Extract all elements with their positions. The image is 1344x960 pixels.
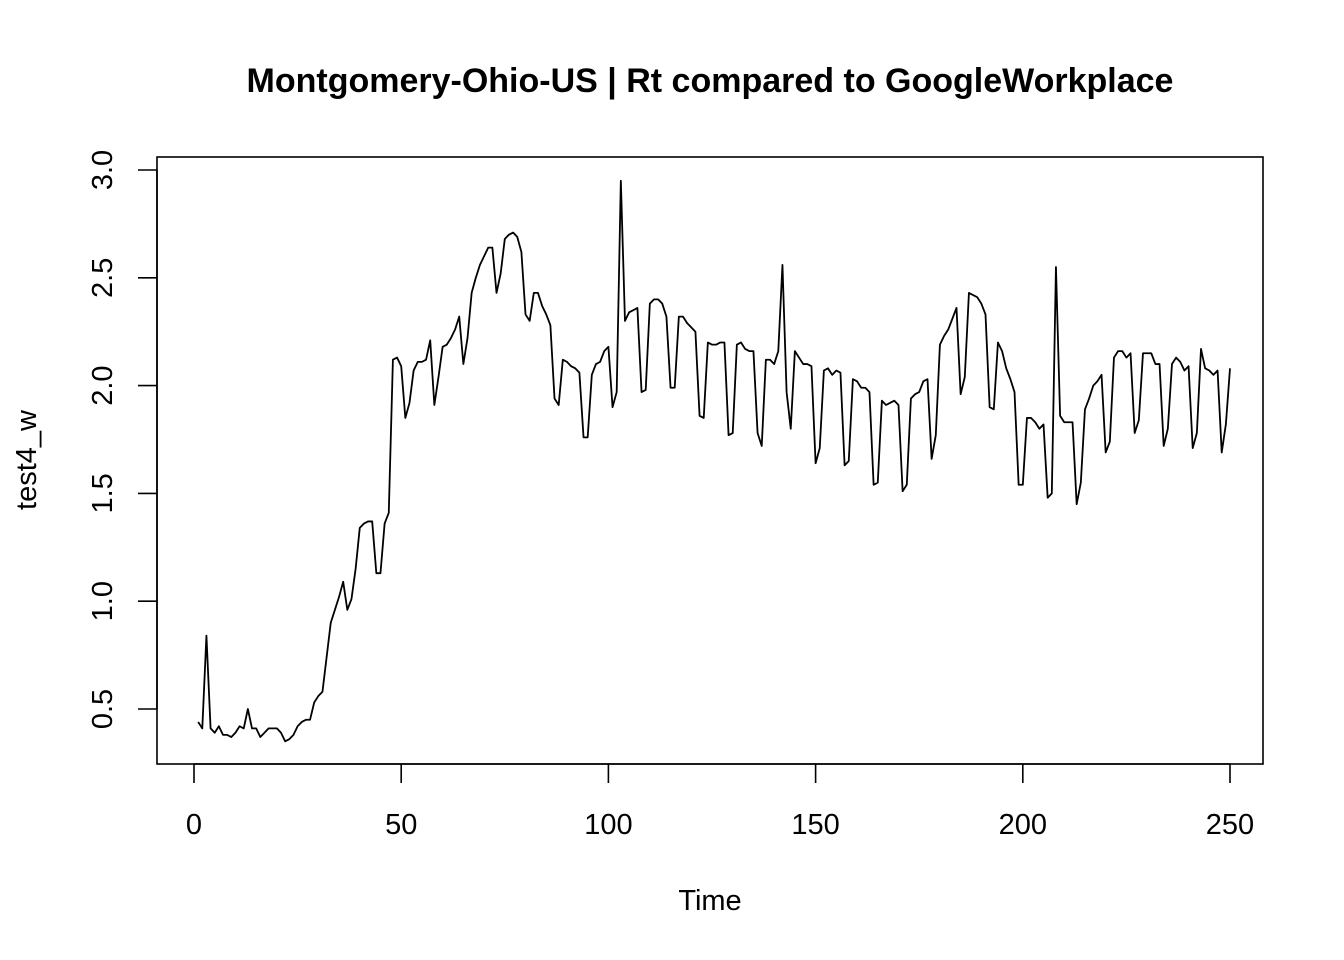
series-line [197, 179, 1231, 743]
y-axis-label: test4_w [11, 409, 43, 510]
x-tick-label: 250 [1206, 809, 1254, 841]
x-axis: 0 50 100 150 200 250 [186, 763, 1254, 841]
x-tick-label: 200 [999, 809, 1047, 841]
y-axis: 0.5 1.0 1.5 2.0 2.5 3.0 [87, 150, 158, 729]
x-tick-label: 150 [791, 809, 839, 841]
chart-title: Montgomery-Ohio-US | Rt compared to Goog… [247, 62, 1174, 100]
y-tick-label: 1.5 [87, 473, 119, 513]
x-axis-label: Time [678, 885, 741, 917]
plot-frame [156, 156, 1264, 765]
y-tick-label: 0.5 [87, 689, 119, 729]
y-tick-label: 2.0 [87, 365, 119, 405]
y-tick-label: 3.0 [87, 150, 119, 190]
y-tick-label: 1.0 [87, 581, 119, 621]
y-tick-label: 2.5 [87, 258, 119, 298]
x-tick-label: 100 [584, 809, 632, 841]
x-tick-label: 0 [186, 809, 202, 841]
x-tick-label: 50 [385, 809, 417, 841]
